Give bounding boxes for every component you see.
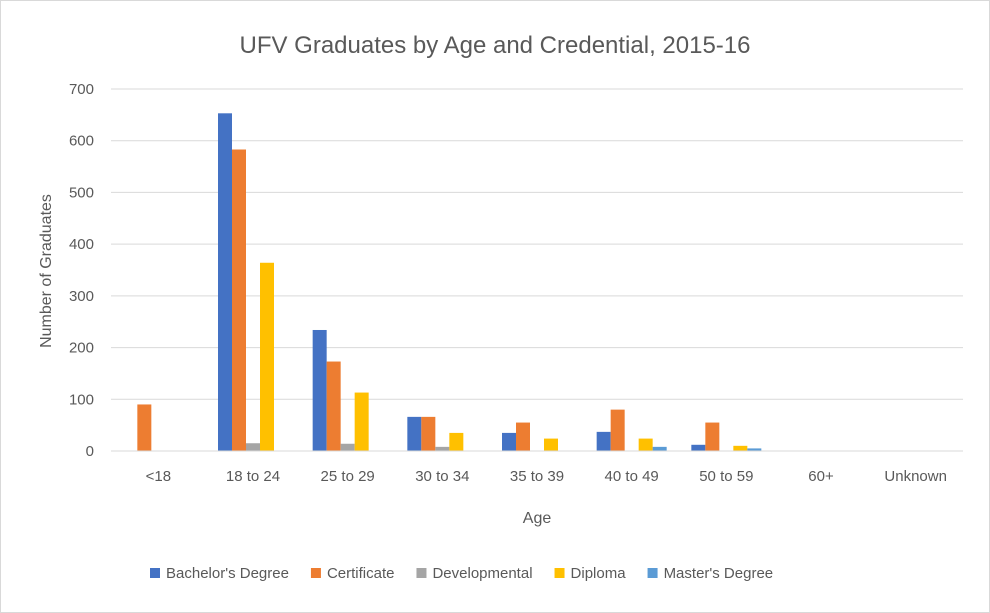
gridlines xyxy=(111,88,963,400)
x-axis-ticks: <18 18 to 24 25 to 29 30 to 34 35 to 39 40 to… xyxy=(146,468,947,485)
bar xyxy=(354,392,369,451)
legend-label: Developmental xyxy=(432,565,532,582)
y-tick-label: 400 xyxy=(69,236,94,253)
legend-swatch xyxy=(416,568,427,578)
bar xyxy=(705,422,720,451)
bar xyxy=(733,445,748,451)
bar xyxy=(407,416,422,451)
x-tick-label: 30 to 34 xyxy=(415,468,469,485)
bar xyxy=(435,446,450,451)
x-tick-label: <18 xyxy=(146,468,171,485)
legend-swatch xyxy=(647,568,658,578)
legend-swatch xyxy=(150,568,160,578)
y-tick-label: 200 xyxy=(69,340,94,357)
bar xyxy=(652,446,667,451)
bar xyxy=(421,416,436,451)
x-tick-label: 25 to 29 xyxy=(321,468,375,485)
x-tick-label: 18 to 24 xyxy=(226,468,280,485)
legend-label: Diploma xyxy=(571,565,627,582)
bar xyxy=(610,409,625,451)
bars xyxy=(137,113,762,451)
legend-swatch xyxy=(554,568,565,578)
bar xyxy=(232,149,246,451)
bar xyxy=(218,113,232,451)
x-tick-label: Unknown xyxy=(884,468,947,485)
bar xyxy=(340,443,355,451)
bar xyxy=(747,448,762,451)
legend-label: Certificate xyxy=(327,565,395,582)
legend-label: Bachelor's Degree xyxy=(166,565,289,582)
x-axis-label: Age xyxy=(523,510,552,527)
bar xyxy=(691,444,706,451)
legend-label: Master's Degree xyxy=(664,565,774,582)
x-tick-label: 60+ xyxy=(808,468,834,485)
bar xyxy=(260,262,274,451)
bar xyxy=(544,438,558,451)
bar xyxy=(502,432,516,451)
y-tick-label: 100 xyxy=(69,391,94,408)
bar xyxy=(312,329,327,451)
y-tick-label: 500 xyxy=(69,184,94,201)
bar xyxy=(638,438,653,451)
y-tick-label: 300 xyxy=(69,288,94,305)
bar xyxy=(516,422,530,451)
chart-title: UFV Graduates by Age and Credential, 201… xyxy=(240,32,751,59)
bar xyxy=(596,431,611,451)
y-tick-label: 0 xyxy=(86,443,94,460)
bar xyxy=(246,443,260,451)
bar xyxy=(326,361,341,451)
x-tick-label: 35 to 39 xyxy=(510,468,564,485)
y-axis-label: Number of Graduates xyxy=(38,194,55,348)
bar xyxy=(137,404,152,451)
legend: Bachelor's Degree Certificate Developmenta… xyxy=(150,565,773,582)
y-tick-label: 600 xyxy=(69,133,94,150)
x-tick-label: 40 to 49 xyxy=(605,468,659,485)
y-tick-label: 700 xyxy=(69,81,94,98)
legend-swatch xyxy=(310,568,321,578)
x-tick-label: 50 to 59 xyxy=(699,468,753,485)
bar xyxy=(449,432,464,451)
y-axis-ticks: 0 100 200 300 400 500 600 700 xyxy=(69,81,94,460)
